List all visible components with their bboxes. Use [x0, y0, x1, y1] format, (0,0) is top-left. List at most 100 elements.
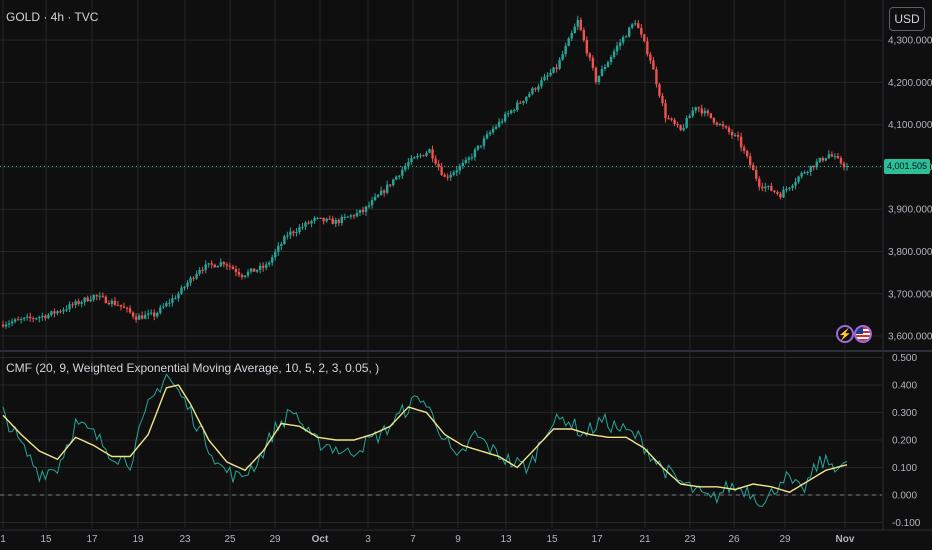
candle-body [367, 205, 371, 207]
candle-body [437, 163, 440, 168]
candle-body [385, 184, 389, 193]
candle-body [271, 257, 274, 263]
candle-body [431, 149, 434, 159]
candle-body [727, 127, 731, 132]
candle-body [16, 319, 20, 321]
candle-body [537, 86, 540, 90]
candle-body [98, 295, 102, 297]
us-flag-event-icon[interactable] [854, 325, 872, 343]
candle-body [41, 315, 44, 318]
candle-body [10, 321, 14, 324]
candle-body [83, 297, 86, 303]
candle-body [68, 304, 71, 310]
price-axis-tick: 3,600.000 [888, 332, 932, 343]
candle-body [615, 45, 619, 52]
candle-body [228, 265, 232, 267]
time-axis-tick: 21 [639, 534, 651, 545]
candle-body [189, 277, 192, 283]
candle-body [192, 277, 195, 279]
candle-body [755, 170, 758, 179]
lightning-event-icon[interactable]: ⚡ [836, 325, 854, 343]
candle-body [7, 323, 11, 325]
candle-body [476, 145, 480, 150]
time-axis-tick: 17 [86, 534, 98, 545]
time-axis-tick: 15 [40, 534, 52, 545]
time-axis-tick: Oct [312, 534, 329, 545]
ind-axis-tick: 0.000 [892, 491, 917, 502]
candle-body [646, 41, 649, 55]
candle-body [470, 157, 474, 159]
candle-body [739, 136, 743, 148]
candle-body [588, 53, 592, 58]
candle-body [546, 75, 549, 77]
candle-body [652, 60, 655, 70]
candle-body [110, 300, 114, 305]
candle-body [286, 235, 289, 237]
candle-body [252, 268, 256, 272]
candle-body [770, 185, 773, 191]
candle-body [836, 156, 840, 159]
candle-body [724, 126, 728, 128]
candle-body [479, 145, 483, 147]
time-axis-tick: 15 [546, 534, 558, 545]
candle-body [204, 264, 207, 271]
symbol-title[interactable]: GOLD · 4h · TVC [6, 10, 99, 24]
ind-axis-tick: -0.100 [892, 518, 921, 529]
candle-body [307, 222, 310, 224]
currency-button[interactable]: USD [889, 7, 925, 31]
candle-body [706, 110, 710, 114]
ind-axis-tick: 0.100 [892, 463, 917, 474]
candle-body [446, 176, 449, 178]
candle-body [379, 190, 383, 195]
candle-body [101, 295, 105, 297]
candle-body [295, 232, 298, 234]
candle-body [688, 115, 691, 118]
price-axis-tick: 3,700.000 [888, 289, 932, 300]
candle-body [392, 179, 395, 186]
candle-body [682, 127, 685, 131]
candle-body [712, 117, 716, 123]
candle-body [246, 271, 250, 276]
time-axis-tick: 17 [591, 534, 603, 545]
candle-body [676, 123, 679, 126]
candle-body [113, 300, 117, 305]
candle-body [331, 218, 334, 224]
candle-body [618, 42, 622, 46]
candle-body [122, 306, 126, 308]
candle-body [304, 222, 307, 227]
price-axis-tick: 4,300.000 [888, 36, 932, 47]
candle-body [543, 76, 546, 81]
candle-body [621, 37, 625, 43]
candle-body [38, 317, 41, 319]
candle-body [528, 93, 531, 97]
candle-body [216, 265, 219, 268]
candle-body [349, 215, 353, 217]
last-price-label: 4,001.505 [884, 158, 930, 174]
candle-body [128, 308, 132, 313]
candle-body [434, 158, 437, 164]
candle-body [564, 45, 567, 55]
candle-body [736, 134, 740, 137]
candle-body [370, 200, 374, 206]
candle-body [183, 286, 186, 288]
candle-body [419, 155, 422, 157]
candle-body [561, 54, 564, 60]
candle-body [373, 196, 377, 201]
candle-body [150, 312, 153, 314]
candle-body [322, 217, 325, 222]
candle-body [92, 295, 95, 300]
indicator-title[interactable]: CMF (20, 9, Weighted Exponential Moving … [6, 361, 380, 375]
candle-body [624, 36, 628, 38]
candle-body [219, 262, 223, 266]
candle-body [500, 121, 504, 123]
candle-body [210, 263, 213, 265]
candle-body [428, 149, 431, 153]
time-axis-tick: 23 [179, 534, 191, 545]
candle-body [558, 59, 561, 69]
candle-body [201, 269, 204, 271]
candle-body [649, 54, 652, 61]
candle-body [497, 121, 501, 127]
candle-body [579, 19, 582, 30]
candle-body [425, 152, 428, 156]
